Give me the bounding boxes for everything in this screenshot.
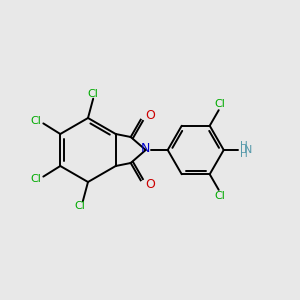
Text: N: N (244, 145, 252, 155)
Text: Cl: Cl (214, 99, 225, 109)
Text: Cl: Cl (30, 116, 41, 126)
Text: N: N (141, 142, 150, 155)
Text: O: O (146, 109, 156, 122)
Text: O: O (146, 178, 156, 191)
Text: H: H (240, 149, 248, 159)
Text: Cl: Cl (30, 174, 41, 184)
Text: H: H (240, 141, 248, 151)
Text: Cl: Cl (214, 191, 225, 201)
Text: Cl: Cl (88, 89, 99, 99)
Text: Cl: Cl (74, 201, 85, 211)
